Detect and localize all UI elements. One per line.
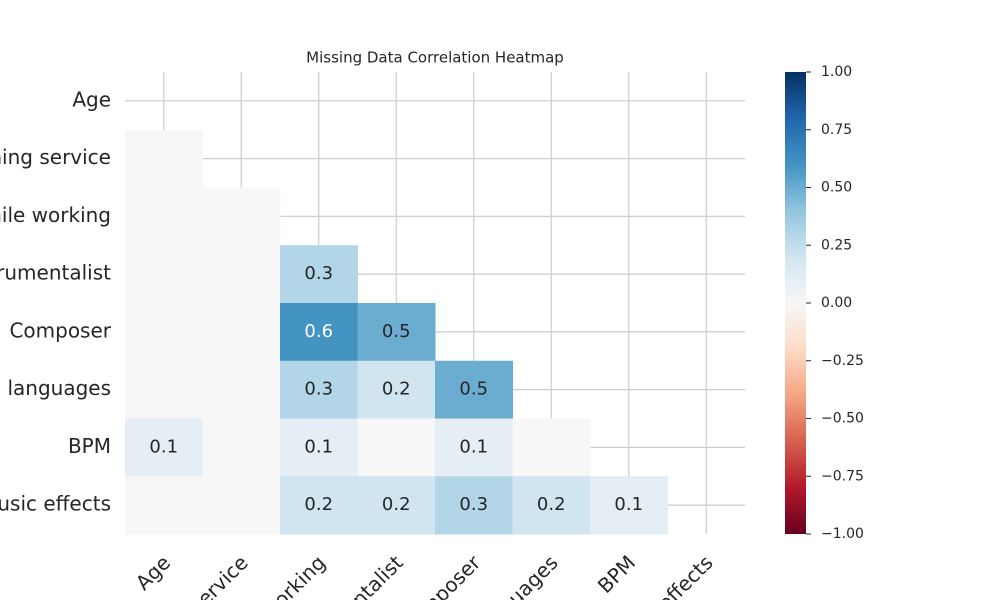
x-tick-label: working [257,550,330,600]
heatmap-cell [280,418,358,477]
heatmap-cell [357,360,436,419]
cell-label: 0.5 [382,321,411,342]
cell-label: 0.3 [304,263,333,284]
cell-label: 0.5 [459,379,488,400]
colorbar-tick-label: −0.75 [821,468,864,484]
y-tick-label: Age [72,87,111,111]
heatmap-cell [280,360,358,419]
heatmap-cell [590,476,668,535]
cell-label: 0.1 [149,436,178,457]
heatmap-cell [512,476,591,535]
heatmap-cell [202,476,281,535]
x-tick-label: effects [653,550,718,600]
x-tick-label: nguages [485,550,563,600]
heatmap-cell [125,476,203,535]
y-tick-label: BPM [68,434,111,458]
colorbar-tick-label: 1.00 [821,64,852,80]
cell-label: 0.3 [459,494,488,515]
heatmap-cell [125,187,203,246]
heatmap-cell [512,418,591,477]
cell-label: 0.1 [459,436,488,457]
colorbar-tick-label: −0.25 [821,353,864,369]
colorbar-tick-label: −0.50 [821,411,864,427]
cell-label: 0.2 [382,494,411,515]
heatmap-cell [280,245,358,304]
heatmap-cell [125,245,203,304]
colorbar-tick-label: 0.00 [821,295,852,311]
heatmap-cell [357,418,436,477]
y-tick-label: Composer [9,318,111,342]
heatmap-cell [435,360,513,419]
heatmap-cell [202,303,281,362]
x-tick-label: BPM [593,550,640,597]
y-tick-label: trumentalist [0,261,111,285]
heatmap-cell [125,129,203,188]
cell-label: 0.1 [614,494,643,515]
heatmap-cell [357,303,436,362]
colorbar-tick-label: −1.00 [821,526,864,542]
heatmap-cell [125,360,203,419]
x-tick-label: service [185,550,253,600]
cell-label: 0.2 [382,379,411,400]
cell-label: 0.3 [304,379,333,400]
colorbar [785,72,806,534]
chart-title: Missing Data Correlation Heatmap [306,49,564,67]
heatmap-cell [125,303,203,362]
heatmap-cell [202,418,281,477]
y-tick-label: hile working [0,203,111,227]
heatmap-cell [202,245,281,304]
heatmap-cell [202,187,281,246]
x-tick-label: ntalist [347,550,408,600]
heatmap-cell [202,360,281,419]
x-tick-label: Age [131,550,175,594]
heatmap-cell [125,418,203,477]
cell-label: 0.6 [304,321,333,342]
y-tick-label: usic effects [0,492,111,516]
heatmap-cell [280,476,358,535]
heatmap-cell [435,418,513,477]
y-tick-label: ming service [0,145,111,169]
heatmap-cell [435,476,513,535]
colorbar-tick-label: 0.50 [821,180,852,196]
cell-label: 0.2 [304,494,333,515]
x-tick-label: mposer [415,550,486,600]
heatmap-cell [357,476,436,535]
cell-label: 0.2 [537,494,566,515]
heatmap-cell [280,303,358,362]
colorbar-tick-label: 0.25 [821,237,852,253]
colorbar-tick-label: 0.75 [821,122,852,138]
y-tick-label: n languages [0,376,111,400]
cell-label: 0.1 [304,436,333,457]
